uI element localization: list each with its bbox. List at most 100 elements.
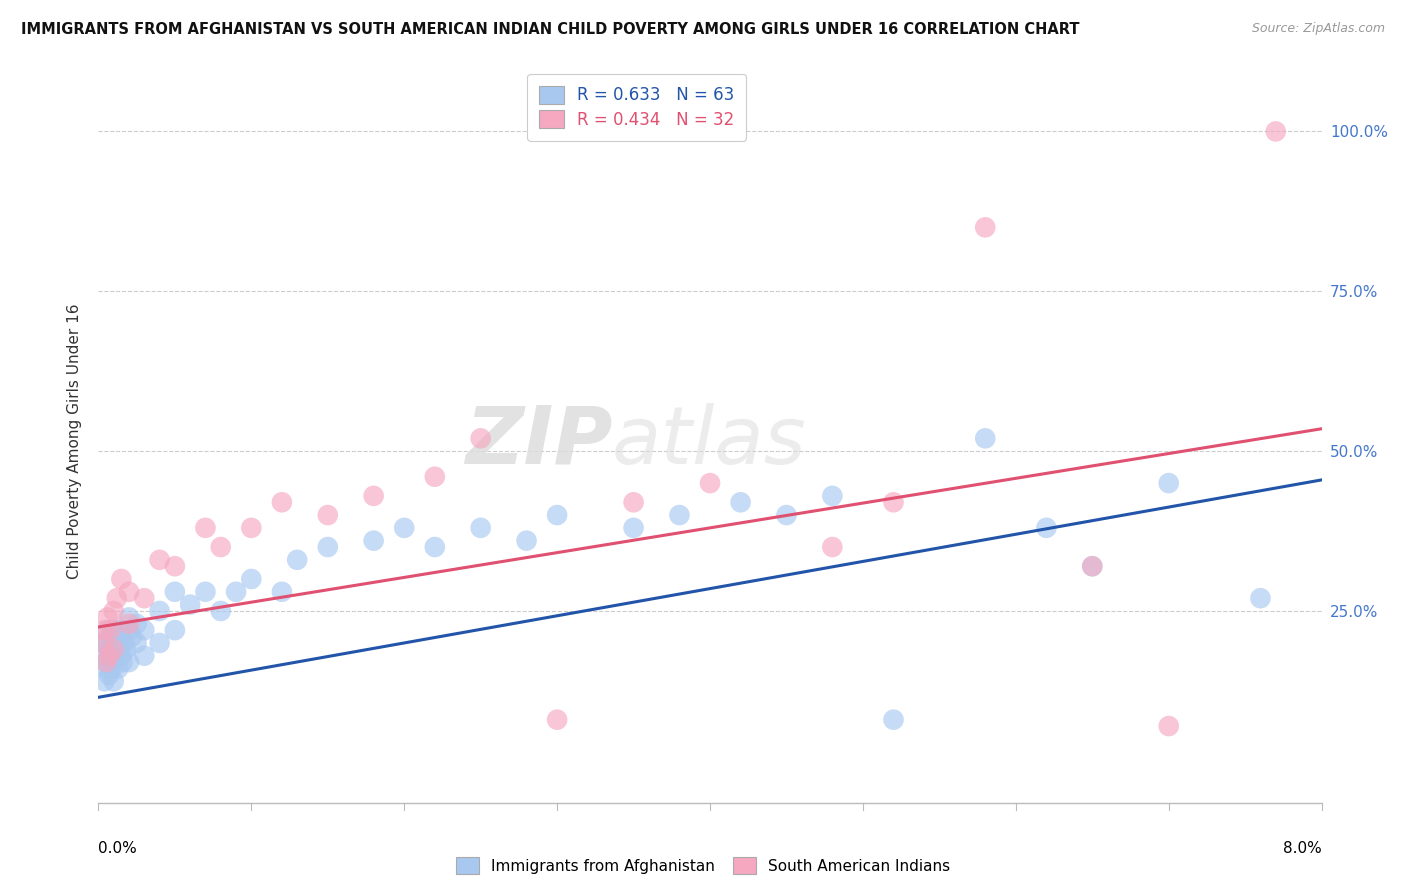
Point <box>1081 559 1104 574</box>
Point <box>392 521 416 535</box>
Point <box>100 623 122 637</box>
Point <box>93 674 115 689</box>
Text: Source: ZipAtlas.com: Source: ZipAtlas.com <box>1251 22 1385 36</box>
Point <box>730 495 752 509</box>
Point <box>470 431 492 445</box>
Point <box>194 584 217 599</box>
Point <box>1264 124 1286 138</box>
Text: 0.0%: 0.0% <box>98 841 138 856</box>
Point <box>134 591 156 606</box>
Point <box>821 540 844 554</box>
Point <box>103 642 125 657</box>
Point <box>668 508 690 522</box>
Point <box>108 636 131 650</box>
Point <box>363 489 385 503</box>
Point <box>225 584 247 599</box>
Text: ZIP: ZIP <box>465 402 612 481</box>
Point <box>115 642 138 657</box>
Text: 8.0%: 8.0% <box>1282 841 1322 856</box>
Point <box>883 713 905 727</box>
Point <box>90 648 112 663</box>
Point <box>179 598 201 612</box>
Point <box>118 655 141 669</box>
Point <box>1081 559 1104 574</box>
Point <box>240 521 263 535</box>
Legend: Immigrants from Afghanistan, South American Indians: Immigrants from Afghanistan, South Ameri… <box>450 851 956 880</box>
Point <box>98 668 121 682</box>
Point <box>163 584 186 599</box>
Point <box>112 636 135 650</box>
Point <box>821 489 844 503</box>
Point <box>103 636 125 650</box>
Point <box>105 591 128 606</box>
Y-axis label: Child Poverty Among Girls Under 16: Child Poverty Among Girls Under 16 <box>67 304 83 579</box>
Point <box>974 431 997 445</box>
Point <box>110 572 132 586</box>
Point <box>149 636 172 650</box>
Point <box>118 610 141 624</box>
Point <box>98 648 121 663</box>
Point <box>1157 476 1180 491</box>
Point <box>100 630 122 644</box>
Text: atlas: atlas <box>612 402 807 481</box>
Point <box>974 220 997 235</box>
Point <box>149 604 172 618</box>
Point <box>134 623 156 637</box>
Point <box>97 661 120 675</box>
Point <box>623 495 645 509</box>
Point <box>91 636 114 650</box>
Point <box>110 623 132 637</box>
Point <box>163 623 186 637</box>
Point <box>209 540 232 554</box>
Point <box>107 661 129 675</box>
Point <box>98 642 121 657</box>
Point <box>316 540 339 554</box>
Point <box>1035 521 1057 535</box>
Point <box>699 476 721 491</box>
Point <box>103 604 125 618</box>
Point <box>270 584 294 599</box>
Point <box>125 636 148 650</box>
Point <box>94 655 117 669</box>
Point <box>103 674 125 689</box>
Point <box>883 495 905 509</box>
Point <box>149 553 172 567</box>
Point <box>91 636 114 650</box>
Point <box>118 623 141 637</box>
Point <box>103 655 125 669</box>
Point <box>97 623 120 637</box>
Point <box>101 661 124 675</box>
Point <box>93 623 115 637</box>
Point <box>107 642 129 657</box>
Point <box>121 630 143 644</box>
Point <box>209 604 232 618</box>
Point <box>1157 719 1180 733</box>
Point <box>316 508 339 522</box>
Point <box>163 559 186 574</box>
Point <box>285 553 308 567</box>
Point <box>270 495 294 509</box>
Point <box>423 469 446 483</box>
Point <box>118 616 141 631</box>
Point <box>105 623 128 637</box>
Point <box>103 623 125 637</box>
Point <box>94 655 117 669</box>
Point <box>423 540 446 554</box>
Point <box>470 521 492 535</box>
Point <box>546 508 568 522</box>
Point <box>118 584 141 599</box>
Point <box>94 636 117 650</box>
Point <box>1249 591 1271 606</box>
Point <box>623 521 645 535</box>
Point <box>363 533 385 548</box>
Point <box>516 533 538 548</box>
Text: IMMIGRANTS FROM AFGHANISTAN VS SOUTH AMERICAN INDIAN CHILD POVERTY AMONG GIRLS U: IMMIGRANTS FROM AFGHANISTAN VS SOUTH AME… <box>21 22 1080 37</box>
Legend: R = 0.633   N = 63, R = 0.434   N = 32: R = 0.633 N = 63, R = 0.434 N = 32 <box>527 74 747 141</box>
Point <box>111 655 134 669</box>
Point <box>100 648 122 663</box>
Point <box>134 648 156 663</box>
Point <box>97 610 120 624</box>
Point <box>775 508 797 522</box>
Point <box>546 713 568 727</box>
Point <box>110 648 132 663</box>
